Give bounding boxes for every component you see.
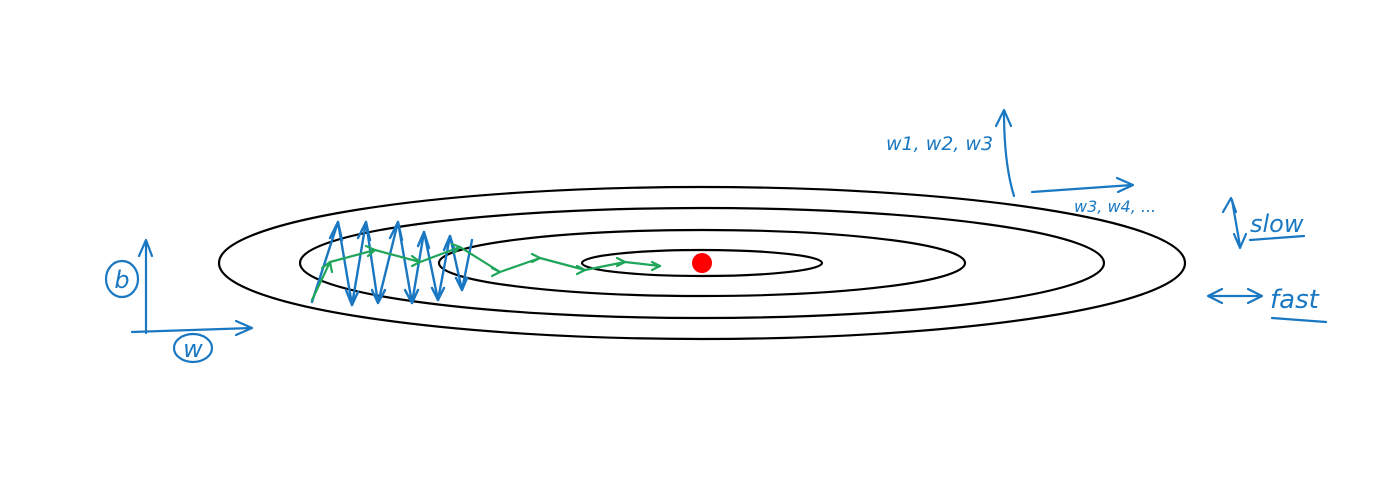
- contour-third: [437, 228, 967, 298]
- fast-underline: [1270, 316, 1328, 324]
- vertical-weights-label: w1, w2, w3: [886, 133, 993, 155]
- w-axis-arrowhead: [234, 319, 254, 337]
- momentum-path: [310, 242, 662, 302]
- contour-inner: [580, 248, 824, 278]
- w-label-circle: [172, 332, 214, 364]
- horizontal-weights-label: w3, w4, ...: [1074, 197, 1156, 216]
- fast-arrowhead-left: [1206, 287, 1224, 305]
- horizontal-weights-arrow: [1030, 183, 1134, 194]
- w-axis-line: [130, 326, 254, 334]
- fast-label: fast: [1270, 285, 1320, 315]
- slow-underline: [1248, 234, 1306, 242]
- w-axis-label: w: [183, 335, 203, 363]
- slow-label: slow: [1250, 210, 1304, 238]
- contour-outer: [217, 185, 1187, 341]
- b-axis-label: b: [114, 266, 129, 294]
- b-label-circle: [104, 259, 140, 299]
- parameter-axes: [104, 238, 254, 364]
- slow-arrowhead-bottom: [1232, 232, 1248, 250]
- oscillating-path: [310, 220, 474, 307]
- vertical-weights-arrowhead: [994, 108, 1013, 128]
- horizontal-weights-arrowhead: [1115, 176, 1135, 194]
- weight-direction-arrows: [994, 108, 1328, 324]
- contour-lines: [217, 185, 1187, 341]
- b-axis-arrowhead: [137, 238, 154, 258]
- slow-arrowhead-top: [1221, 196, 1238, 214]
- fast-arrowhead-right: [1246, 287, 1264, 305]
- minimum-point: [692, 253, 712, 273]
- vertical-weights-arrow: [1002, 110, 1016, 198]
- contour-second: [298, 206, 1106, 320]
